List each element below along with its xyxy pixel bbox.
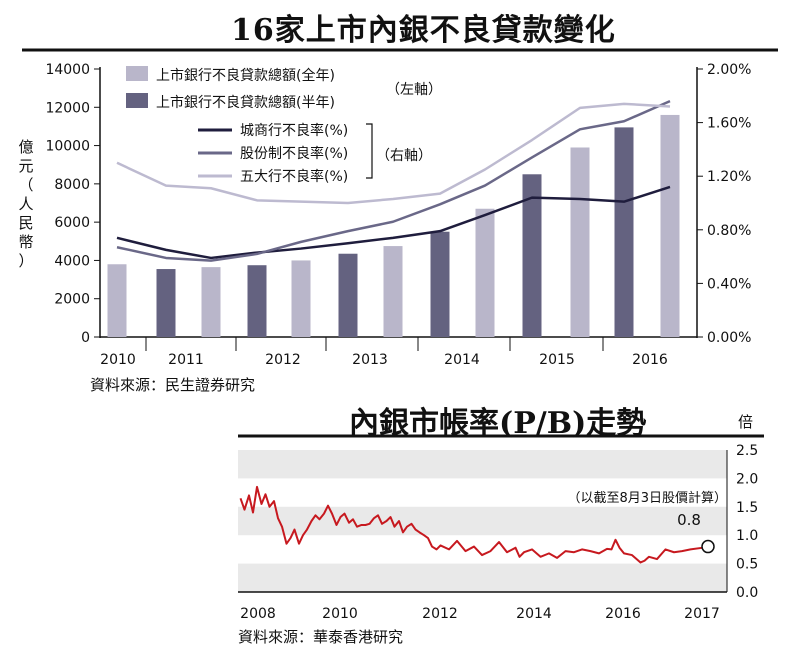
right-tick-label: 0.00%: [707, 330, 751, 346]
chart2-y-axis-title: 倍: [738, 413, 753, 431]
bar-2015半年: [522, 174, 542, 337]
chart2-x-label: 2016: [605, 606, 641, 622]
x-year-label: 2011: [168, 352, 204, 368]
bar-2012半年: [247, 265, 267, 337]
legend-bracket: [366, 123, 373, 179]
grid-band: [238, 450, 727, 479]
left-tick-label: 14000: [45, 62, 90, 78]
legend-swatch: [126, 66, 148, 81]
left-tick-label: 4000: [54, 253, 90, 269]
chart2-x-label: 2008: [240, 606, 276, 622]
left-axis-title-char: 人: [18, 195, 33, 213]
x-year-label: 2012: [265, 352, 301, 368]
last-value-label: 0.8: [677, 511, 701, 529]
x-year-label: 2015: [539, 352, 575, 368]
left-axis-title-char: ）: [18, 252, 33, 270]
left-axis-title-char: （: [18, 176, 33, 194]
left-tick-label: 2000: [54, 292, 90, 308]
left-tick-label: 8000: [54, 177, 90, 193]
chart2-y-tick-label: 1.0: [736, 528, 758, 544]
left-axis-title-char: 元: [18, 157, 33, 175]
grid-band: [238, 563, 727, 592]
chart2-x-label: 2012: [422, 606, 458, 622]
left-axis-title-char: 幣: [18, 233, 33, 251]
legend-label: 五大行不良率(%): [240, 168, 348, 185]
left-tick-label: 12000: [45, 100, 90, 116]
chart2-x-label: 2017: [684, 606, 720, 622]
legend-label: 股份制不良率(%): [240, 145, 348, 162]
left-tick-label: 6000: [54, 215, 90, 231]
bar-2011半年: [156, 269, 176, 337]
chart2-source: 資料來源：華泰香港研究: [238, 628, 403, 646]
legend-label: 上市銀行不良貸款總額(全年): [156, 67, 335, 84]
chart2-x-label: 2010: [322, 606, 358, 622]
bar-2014全年: [475, 208, 495, 337]
line-series-3: [116, 100, 671, 262]
right-tick-label: 2.00%: [707, 62, 751, 78]
chart2-note: （以截至8月3日股價計算）: [567, 490, 727, 506]
bar-2016半年: [614, 127, 634, 337]
bar-2015全年: [570, 147, 590, 337]
chart1-source: 資料來源：民生證券研究: [90, 376, 255, 394]
chart2-y-tick-label: 1.5: [736, 500, 758, 516]
legend-label: 城商行不良率(%): [240, 122, 348, 139]
chart2-y-tick-label: 0.5: [736, 557, 758, 573]
legend-swatch: [126, 93, 148, 108]
left-axis-title-char: 億: [18, 138, 33, 156]
left-axis-title-char: 民: [18, 214, 33, 232]
bar-2014半年: [430, 231, 450, 337]
right-tick-label: 0.80%: [707, 223, 751, 239]
right-tick-label: 0.40%: [707, 276, 751, 292]
chart2-y-tick-label: 2.5: [736, 443, 758, 459]
x-year-label: 2013: [352, 352, 388, 368]
right-axis-note: （右軸）: [376, 148, 432, 164]
line-series-2: [116, 185, 671, 260]
x-year-label: 2014: [444, 352, 480, 368]
chart2-x-label: 2014: [516, 606, 552, 622]
x-year-label: 2010: [100, 352, 136, 368]
legend-label: 上市銀行不良貸款總額(半年): [156, 94, 335, 111]
pb-line: [239, 485, 709, 564]
bar-2013全年: [383, 246, 403, 337]
last-value-marker: [701, 539, 715, 554]
bar-2010全年: [107, 264, 127, 337]
chart1-title: 16家上市內銀不良貸款變化: [231, 13, 616, 48]
right-tick-label: 1.20%: [707, 169, 751, 185]
bar-2012全年: [291, 260, 311, 337]
chart2-y-tick-label: 0.0: [736, 585, 758, 601]
left-tick-label: 0: [81, 330, 90, 346]
left-tick-label: 10000: [45, 139, 90, 155]
line-series-4: [116, 102, 671, 205]
left-axis-note: （左軸）: [386, 82, 442, 98]
bar-2016全年: [660, 114, 680, 337]
x-year-label: 2016: [632, 352, 668, 368]
bar-2013半年: [338, 253, 358, 337]
bar-2011全年: [201, 267, 221, 337]
grid-band: [238, 506, 727, 536]
chart2-y-tick-label: 2.0: [736, 471, 758, 487]
right-tick-label: 1.60%: [707, 116, 751, 132]
